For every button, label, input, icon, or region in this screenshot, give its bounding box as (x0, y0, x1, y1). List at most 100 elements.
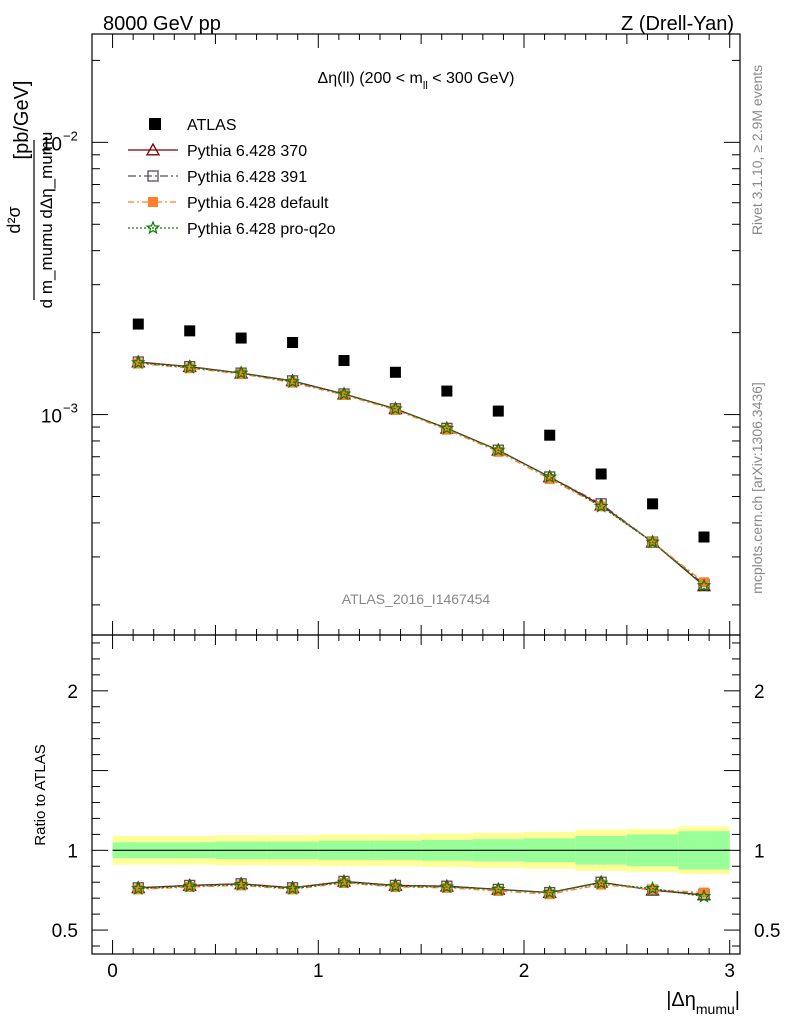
ratio-y-label: Ratio to ATLAS (32, 744, 49, 845)
x-tick-label: 1 (313, 961, 324, 982)
data-point-atlas (184, 325, 196, 337)
legend-entry-pq2o: Pythia 6.428 pro-q2o (128, 220, 336, 238)
plot-title: Δη(ll) (200 < mll < 300 GeV) (318, 70, 515, 92)
x-axis-label-suffix: | (735, 989, 740, 1011)
header-right: Z (Drell-Yan) (621, 13, 734, 35)
ratio-y-tick-label-left: 1 (67, 841, 78, 862)
ratio-point-pq2o (182, 878, 197, 893)
legend-label-pq2o: Pythia 6.428 pro-q2o (187, 221, 336, 238)
main-series-layer (131, 318, 712, 592)
data-point-pq2o (233, 365, 249, 380)
ratio-axis-ticks (92, 635, 740, 954)
ratio-series-pq2o (131, 874, 712, 903)
ratio-point-pdefault (596, 879, 607, 890)
series-line-pdefault (138, 362, 705, 583)
ratio-point-pq2o (491, 881, 506, 896)
data-point-atlas (235, 332, 247, 344)
ratio-point-pdefault (184, 882, 195, 893)
series-pdefault (133, 358, 709, 588)
legend-marker-atlas (149, 118, 161, 130)
main-y-tick-label: 10 (41, 407, 62, 428)
ratio-y-tick-label-right: 1 (754, 841, 765, 862)
data-point-atlas (287, 336, 299, 348)
series-p370 (131, 354, 712, 592)
data-point-pdefault (133, 358, 144, 369)
series-atlas (132, 318, 710, 543)
ratio-point-pq2o (285, 880, 300, 895)
ratio-panel-frame (91, 634, 741, 955)
ratio-y-tick-label-right: 2 (754, 682, 765, 703)
x-axis-label-sub: mumu (696, 1001, 735, 1017)
x-axis-label-prefix: |Δη (666, 989, 696, 1011)
ratio-point-pq2o (542, 884, 557, 899)
x-tick-label: 3 (724, 961, 735, 982)
ratio-line-pdefault (138, 882, 705, 895)
legend-marker-p370 (145, 142, 161, 156)
data-point-atlas (595, 468, 607, 480)
header-left: 8000 GeV pp (103, 13, 221, 35)
ratio-y-tick-label-left: 2 (67, 682, 78, 703)
data-point-atlas (492, 405, 504, 417)
data-point-atlas (544, 429, 556, 441)
analysis-watermark: ATLAS_2016_I1467454 (342, 591, 491, 607)
data-point-atlas (389, 366, 401, 378)
data-point-pq2o (542, 469, 557, 484)
main-y-numerator: d²σ (4, 206, 24, 233)
legend-label-pdefault: Pythia 6.428 default (187, 195, 329, 212)
legend-marker-pq2o (145, 220, 161, 235)
ratio-point-pq2o (131, 880, 146, 895)
data-point-pdefault (441, 424, 452, 435)
ratio-series-pdefault (133, 878, 709, 900)
legend-entry-atlas: ATLAS (149, 117, 237, 134)
data-point-pdefault (596, 501, 607, 512)
x-tick-label: 0 (107, 961, 118, 982)
legend-label-p391: Pythia 6.428 391 (187, 169, 307, 186)
data-point-pq2o (696, 578, 712, 592)
ratio-point-pdefault (441, 882, 452, 893)
legend-entry-p391: Pythia 6.428 391 (128, 169, 307, 186)
main-y-unit: [pb/GeV] (11, 81, 33, 160)
data-point-pdefault (699, 577, 709, 588)
ratio-line-p391 (138, 880, 705, 895)
legend-marker-pdefault (148, 197, 158, 207)
ratio-point-pq2o (439, 879, 455, 894)
main-y-tick-exponent: −3 (63, 401, 78, 416)
rivet-label: Rivet 3.1.10, ≥ 2.9M events (749, 65, 765, 235)
data-point-atlas (338, 354, 350, 366)
data-point-atlas (647, 498, 659, 510)
ratio-y-tick-labels: 0.5 0.5 1 1 2 2 (52, 682, 781, 942)
main-y-tick-labels: 10−310−2 (41, 128, 78, 427)
ratio-point-pdefault (236, 880, 247, 891)
series-p391 (132, 356, 710, 590)
main-y-denominator: d m_mumu dΔη_mumu (37, 132, 56, 309)
main-y-tick-label: 10 (41, 134, 62, 155)
legend: ATLAS Pythia 6.428 370 Pythia 6.428 391 Pyt… (128, 117, 336, 238)
ratio-line-p370 (138, 880, 705, 896)
series-pq2o (131, 355, 712, 592)
ratio-y-tick-label-left: 0.5 (52, 921, 78, 942)
data-point-pq2o (491, 442, 506, 457)
ratio-point-pdefault (133, 884, 144, 895)
series-line-p370 (138, 361, 705, 587)
ratio-point-pdefault (493, 885, 504, 896)
ratio-point-pdefault (339, 878, 349, 889)
main-axis-ticks (92, 34, 740, 635)
ratio-point-pq2o (696, 888, 712, 903)
data-point-pq2o (439, 420, 455, 435)
series-line-pq2o (138, 362, 705, 587)
data-point-pq2o (388, 401, 403, 415)
data-point-pdefault (339, 390, 349, 401)
ratio-y-tick-label-right: 0.5 (754, 921, 780, 942)
ratio-point-pdefault (390, 882, 401, 893)
data-point-pq2o (336, 386, 352, 401)
ratio-point-pdefault (699, 887, 709, 898)
mcplots-label: mcplots.cern.ch [arXiv:1306.3436] (749, 382, 765, 594)
data-point-atlas (441, 385, 453, 397)
data-point-atlas (132, 318, 144, 330)
ratio-point-pq2o (645, 880, 660, 895)
data-point-pdefault (390, 404, 401, 415)
x-tick-labels: 0 1 2 3 (107, 961, 735, 982)
data-point-pdefault (184, 363, 195, 374)
